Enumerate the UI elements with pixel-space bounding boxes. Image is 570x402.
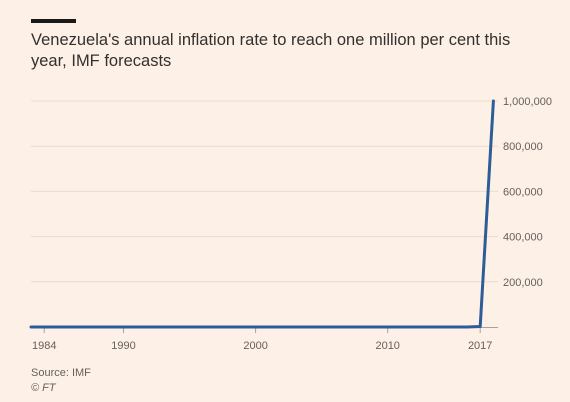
y-tick-label: 1,000,000: [503, 96, 552, 108]
y-tick-label: 800,000: [503, 141, 543, 153]
x-tick-label: 2017: [468, 340, 492, 352]
header-rule: [31, 19, 76, 23]
x-tick-label: 1984: [32, 340, 56, 352]
source-note: Source: IMF: [31, 367, 91, 379]
grid-lines: [31, 100, 498, 283]
series-group: [29, 99, 495, 329]
y-tick-label: 400,000: [503, 232, 543, 244]
chart-title: Venezuela's annual inflation rate to rea…: [31, 31, 511, 70]
x-tick-label: 2000: [243, 340, 267, 352]
y-tick-label: 600,000: [503, 186, 543, 198]
copyright-credit: © FT: [31, 382, 56, 394]
y-tick-label: 200,000: [503, 277, 543, 289]
x-tick-label: 2010: [375, 340, 399, 352]
chart-footer: Source: IMF © FT: [31, 366, 91, 396]
inflation-series-line: [29, 99, 495, 329]
x-tick-labels: 1984 1990 2000 2010 2017: [32, 340, 492, 352]
y-tick-labels: 200,000 400,000 600,000 800,000 1,000,000: [503, 96, 552, 289]
x-tick-label: 1990: [111, 340, 135, 352]
